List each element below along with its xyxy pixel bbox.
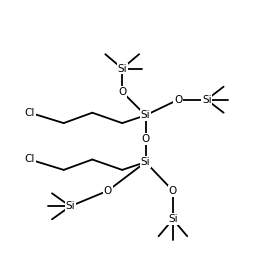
Text: Si: Si bbox=[141, 157, 151, 167]
Text: O: O bbox=[104, 186, 112, 196]
Text: O: O bbox=[118, 87, 126, 97]
Text: Si: Si bbox=[65, 201, 75, 211]
Text: Si: Si bbox=[117, 64, 127, 74]
Text: Si: Si bbox=[168, 214, 178, 224]
Text: O: O bbox=[141, 134, 150, 144]
Text: Si: Si bbox=[141, 110, 151, 120]
Text: Cl: Cl bbox=[25, 155, 35, 165]
Text: Si: Si bbox=[202, 95, 212, 105]
Text: Cl: Cl bbox=[25, 108, 35, 118]
Text: O: O bbox=[174, 95, 182, 105]
Text: O: O bbox=[169, 186, 177, 196]
